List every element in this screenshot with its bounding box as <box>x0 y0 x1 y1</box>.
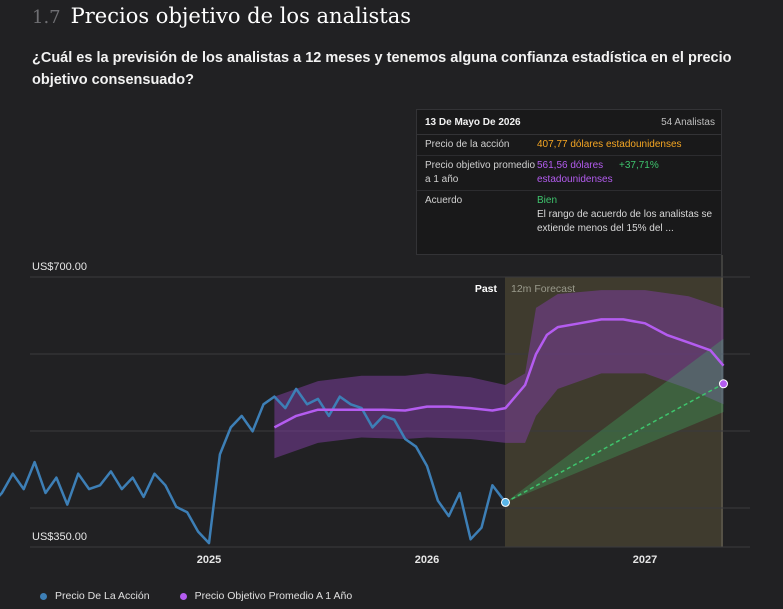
forecast-label: 12m Forecast <box>511 283 575 295</box>
legend: Precio De La Acción Precio Objetivo Prom… <box>40 590 382 602</box>
y-tick-label-min: US$350.00 <box>32 531 87 543</box>
legend-label-price: Precio De La Acción <box>55 590 150 602</box>
tooltip-row-target: Precio objetivo promedio a 1 año 561,56 … <box>417 156 721 191</box>
x-tick-label: 2027 <box>633 554 657 566</box>
tooltip-target-change: +37,71% <box>619 160 659 171</box>
tooltip-agreement-label: Acuerdo <box>425 195 463 206</box>
x-axis-ticks: 2025 2026 2027 <box>197 554 657 566</box>
legend-dot-target-icon <box>179 592 187 600</box>
y-tick-label-max: US$700.00 <box>32 261 87 273</box>
tooltip-target-label: Precio objetivo promedio a 1 año <box>425 160 536 185</box>
tooltip-agreement-value: Bien <box>537 195 558 206</box>
x-tick-label: 2026 <box>415 554 439 566</box>
forecast-dashed-line <box>505 383 724 504</box>
x-tick-label: 2025 <box>197 554 221 566</box>
target-line[interactable] <box>273 318 725 429</box>
tooltip-date: 13 De Mayo De 2026 <box>425 117 521 128</box>
tooltip-target-value: 561,56 dólares estadounidenses <box>537 160 613 185</box>
legend-dot-price-icon <box>40 592 47 600</box>
price-line[interactable] <box>0 387 507 545</box>
section-header: 1.7 Precios objetivo de los analistas <box>32 4 411 32</box>
legend-item-price[interactable]: Precio De La Acción <box>40 590 150 602</box>
tooltip-price-label: Precio de la acción <box>425 139 510 150</box>
section-number: 1.7 <box>32 7 61 28</box>
target-price-point[interactable] <box>718 379 728 389</box>
legend-item-target[interactable]: Precio Objetivo Promedio A 1 Año <box>179 590 353 602</box>
tooltip: 13 De Mayo De 2026 54 Analistas Precio d… <box>416 109 722 255</box>
tooltip-agreement-desc: El rango de acuerdo de los analistas se … <box>537 209 713 234</box>
tooltip-price-value: 407,77 dólares estadounidenses <box>537 139 682 150</box>
tooltip-row-price: Precio de la acción 407,77 dólares estad… <box>417 135 721 156</box>
section-title: Precios objetivo de los analistas <box>70 4 412 28</box>
question-text: ¿Cuál es la previsión de los analistas a… <box>32 50 732 88</box>
tooltip-row-agreement: Acuerdo Bien El rango de acuerdo de los … <box>417 191 721 239</box>
tooltip-analysts: 54 Analistas <box>661 117 715 128</box>
past-label: Past <box>475 283 498 295</box>
forecast-cone <box>505 338 724 503</box>
legend-label-target: Precio Objetivo Promedio A 1 Año <box>194 590 353 602</box>
current-price-point[interactable] <box>500 497 510 507</box>
